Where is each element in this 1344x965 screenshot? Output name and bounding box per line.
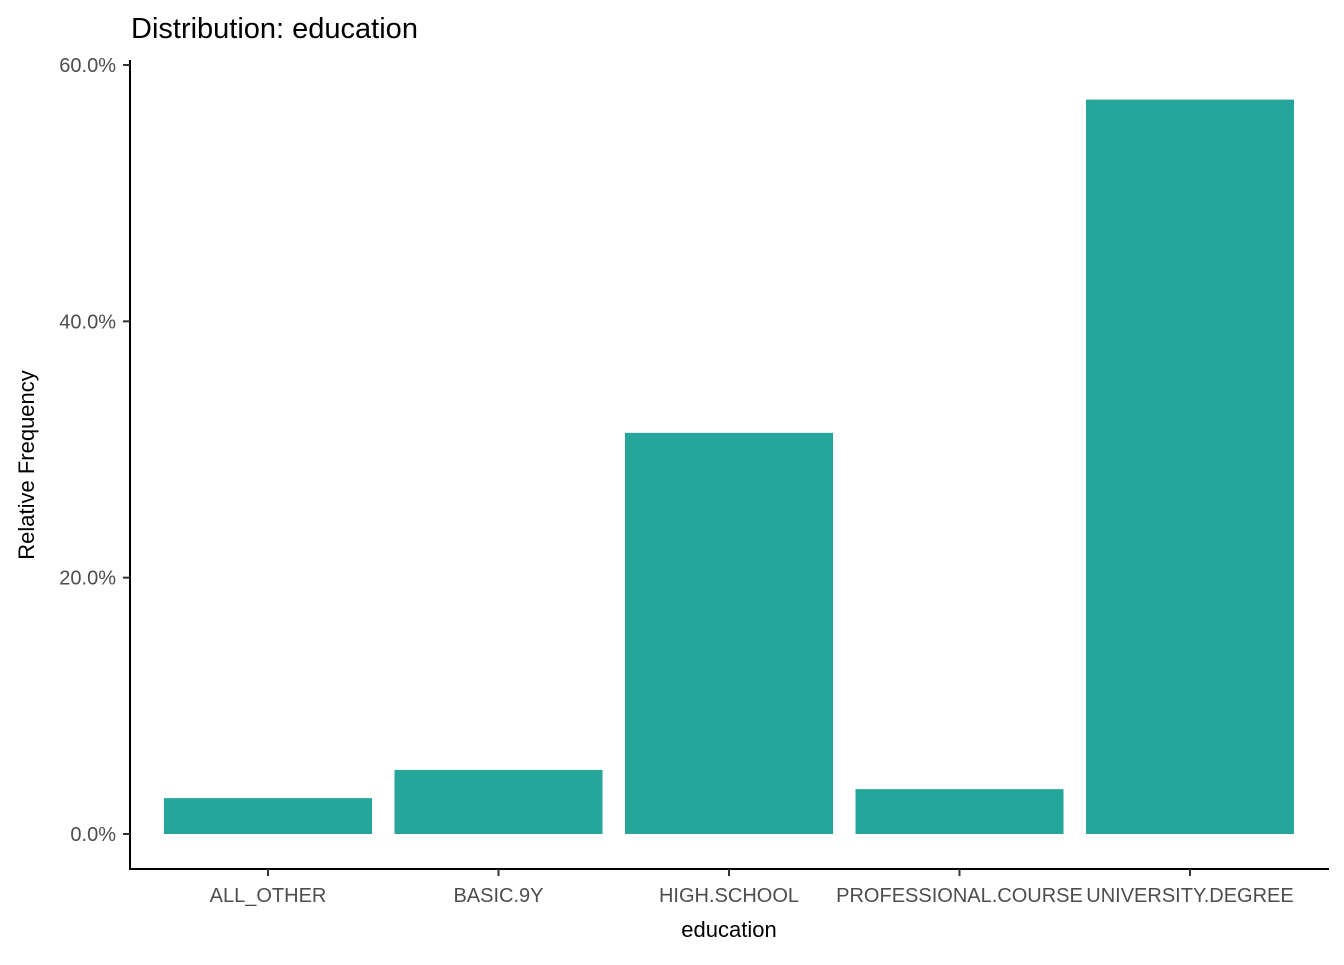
- bar-university-degree: [1086, 99, 1294, 835]
- bar-professional-course: [855, 789, 1064, 834]
- x-axis-title: education: [681, 917, 776, 942]
- y-tick-label: 0.0%: [70, 824, 116, 846]
- x-tick-label: BASIC.9Y: [453, 885, 543, 907]
- x-tick-label: UNIVERSITY.DEGREE: [1086, 885, 1293, 907]
- y-tick-label: 60.0%: [59, 55, 116, 77]
- y-axis-title: Relative Frequency: [14, 370, 39, 560]
- y-tick-label: 40.0%: [59, 311, 116, 333]
- bars-group: [164, 99, 1294, 835]
- y-axis: 0.0% 20.0% 40.0% 60.0%: [59, 55, 131, 870]
- x-tick-label: ALL_OTHER: [210, 885, 327, 907]
- bar-basic-9y: [394, 769, 603, 834]
- x-tick-label: PROFESSIONAL.COURSE: [836, 885, 1083, 907]
- chart-title: Distribution: education: [131, 13, 418, 45]
- y-tick-label: 20.0%: [59, 568, 116, 590]
- bar-all-other: [164, 798, 372, 834]
- bar-high-school: [625, 432, 833, 834]
- x-tick-label: HIGH.SCHOOL: [659, 885, 799, 907]
- x-axis: ALL_OTHER BASIC.9Y HIGH.SCHOOL PROFESSIONAL…: [129, 868, 1329, 907]
